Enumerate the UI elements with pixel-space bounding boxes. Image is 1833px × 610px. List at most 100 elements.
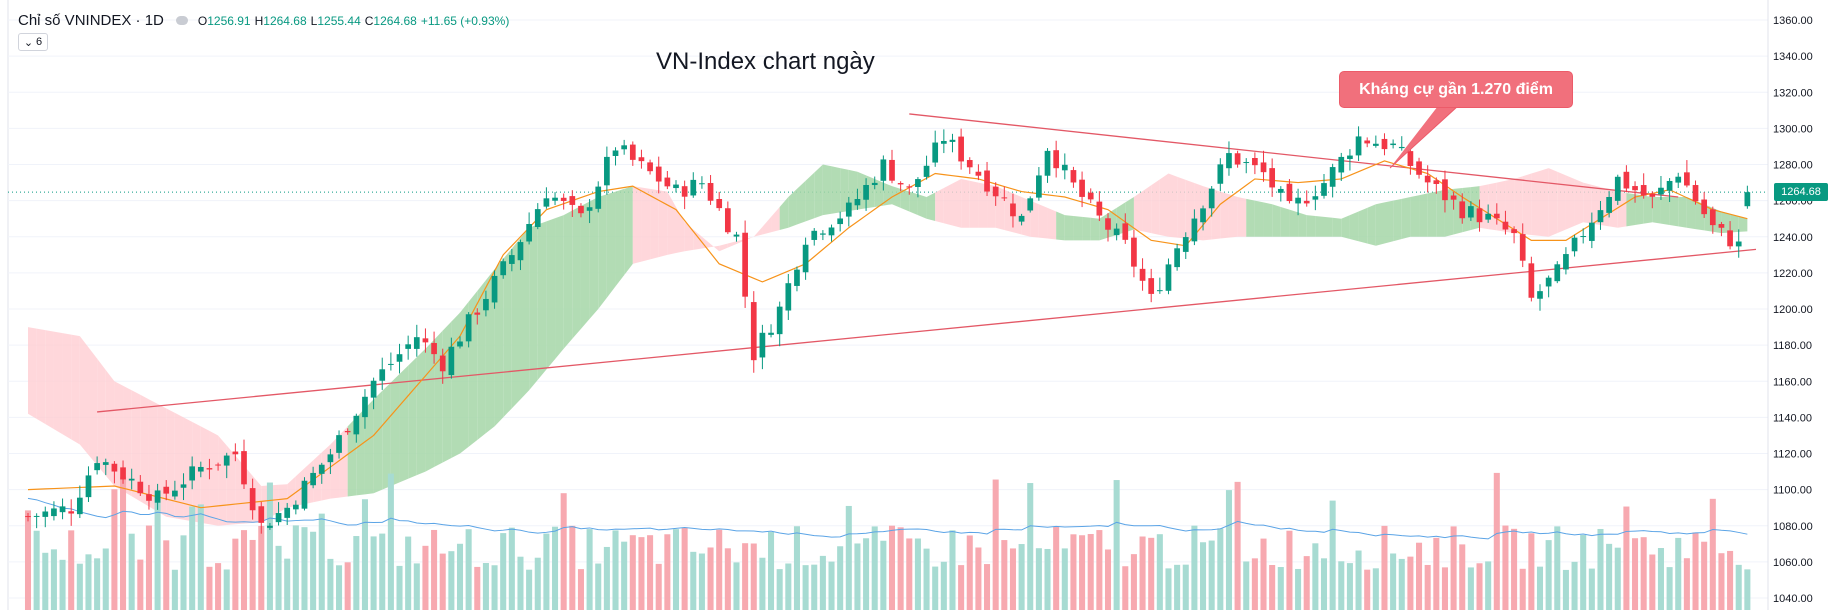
cloud-segment (166, 408, 175, 519)
cloud-segment (1038, 204, 1048, 239)
cloud-segment (373, 390, 383, 494)
cloud-segment (53, 331, 63, 435)
candle-body (1398, 146, 1405, 149)
volume-bar (1632, 538, 1639, 610)
volume-bar (1277, 567, 1284, 610)
volume-bar (1269, 565, 1276, 610)
cloud-segment (390, 374, 400, 487)
candle-body (1502, 221, 1509, 230)
candle (275, 502, 282, 526)
volume-bar (655, 563, 662, 610)
candle (1709, 206, 1716, 234)
candle-body (1675, 176, 1682, 183)
cloud-segment (477, 280, 486, 440)
symbol-label[interactable]: Chỉ số VNINDEX · 1D (18, 12, 164, 29)
candle-body (1372, 143, 1379, 146)
cloud-segment (97, 358, 106, 476)
volume-bar (171, 569, 178, 610)
y-tick-label: 1120.00 (1773, 449, 1812, 461)
volume-bar (932, 566, 939, 610)
candle (820, 230, 826, 241)
cloud-segment (1427, 191, 1437, 237)
candle (1347, 149, 1353, 171)
candle (1122, 213, 1129, 244)
price-axis[interactable]: 1040.00 1060.00 1080.00 1100.00 1120.00 1140.… (1767, 0, 1813, 610)
candle (871, 176, 878, 190)
candle (1718, 221, 1725, 237)
volume-bar (422, 545, 429, 610)
candle (664, 170, 671, 190)
candle (1286, 179, 1293, 204)
candle (828, 224, 835, 242)
candle-body (1105, 218, 1111, 230)
y-tick-label: 1320.00 (1773, 87, 1813, 99)
candle-body (612, 150, 619, 156)
candle (1148, 268, 1155, 303)
volume-bar (1390, 553, 1397, 610)
volume-bar (1329, 500, 1336, 610)
candle (388, 352, 394, 371)
candle-body (1606, 196, 1612, 213)
candle-body (1053, 150, 1060, 169)
cloud-segment (1349, 211, 1359, 242)
candle (318, 462, 325, 484)
candle-body (206, 468, 213, 470)
cloud-segment (555, 215, 564, 360)
cloud-segment (969, 180, 979, 228)
candle (1018, 213, 1025, 226)
candle (249, 478, 256, 520)
candle-body (897, 183, 904, 185)
cloud-segment (546, 218, 556, 370)
candle-body (172, 490, 178, 497)
candle-body (1381, 138, 1388, 150)
candle-body (1156, 290, 1163, 292)
volume-bar (923, 548, 930, 610)
volume-ma-line (27, 497, 1748, 540)
volume-bar (958, 565, 965, 610)
cloud-segment (943, 183, 953, 226)
candle (742, 220, 748, 308)
candle (1277, 186, 1284, 202)
resistance-callout[interactable]: Kháng cự gần 1.270 điểm (1339, 71, 1573, 108)
volume-bar (1718, 553, 1725, 610)
volume-bar (59, 559, 66, 610)
volume-bar (992, 479, 999, 610)
indicators-toggle-button[interactable]: ⌄ 6 (18, 33, 48, 51)
candle-body (362, 396, 368, 418)
cloud-segment (745, 236, 754, 241)
cloud-segment (1289, 209, 1299, 237)
candle-body (163, 486, 170, 494)
volume-bar (517, 556, 524, 610)
candle (1744, 185, 1751, 209)
candle-body (543, 198, 550, 207)
candle-body (534, 209, 541, 227)
candle (1096, 191, 1103, 222)
candle-body (517, 242, 524, 261)
candle-body (526, 223, 532, 242)
close-label: C (364, 13, 374, 28)
cloud-segment (822, 164, 832, 216)
candle-body (457, 341, 463, 347)
candle (327, 448, 334, 475)
candle-body (1018, 215, 1025, 222)
candle-body (1450, 195, 1457, 200)
cloud-segment (1419, 193, 1428, 237)
cloud-segment (140, 394, 149, 507)
candle-body (310, 472, 316, 486)
volume-bar (1606, 543, 1613, 610)
cloud-segment (606, 191, 616, 298)
y-tick-label: 1180.00 (1773, 340, 1812, 352)
candle-body (120, 467, 126, 480)
cloud-segment (710, 243, 720, 252)
cloud-segment (503, 248, 512, 418)
candle-body (1243, 162, 1250, 164)
candle-body (1718, 224, 1725, 228)
cloud-segment (995, 186, 1005, 230)
cloud-segment (1375, 202, 1385, 246)
candle (984, 161, 990, 197)
volume-bar (344, 562, 351, 610)
candle (552, 192, 558, 206)
candle (1208, 186, 1215, 217)
volume-bar (1320, 558, 1328, 610)
candle-body (664, 177, 671, 187)
